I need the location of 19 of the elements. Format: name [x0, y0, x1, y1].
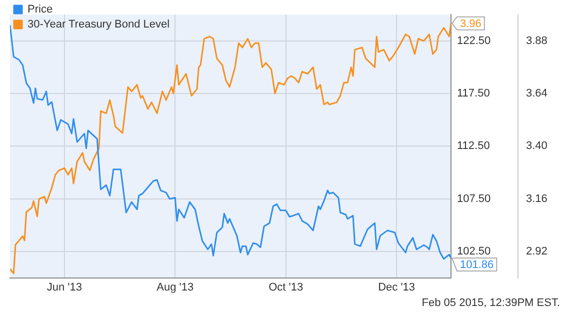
legend-label: 30-Year Treasury Bond Level: [28, 18, 170, 31]
y-tick-label: 117.50: [457, 88, 490, 100]
y-tick-label: 112.50: [457, 140, 490, 152]
data-label: 101.86: [460, 259, 494, 272]
y-tick-label: 102.50: [457, 246, 491, 258]
x-tick-label: Dec '13: [378, 281, 416, 294]
y2-tick-label: 3.88: [526, 34, 548, 47]
x-tick-label: Oct '13: [268, 281, 304, 294]
x-tick-label: Jun '13: [46, 281, 82, 294]
x-tick-label: Aug '13: [156, 281, 194, 294]
y2-tick-label: 3.64: [526, 88, 548, 100]
y-tick-label: 122.50: [457, 34, 491, 47]
y2-tick-label: 3.16: [526, 192, 548, 205]
text: Feb 05 2015, 12:39PM EST.: [422, 297, 560, 310]
y-tick-label: 107.50: [457, 192, 491, 205]
y2-tick-label: 3.40: [526, 140, 548, 152]
data-label: 3.96: [460, 18, 482, 30]
legend-label: Price: [28, 4, 53, 16]
y2-tick-label: 2.92: [526, 246, 548, 258]
